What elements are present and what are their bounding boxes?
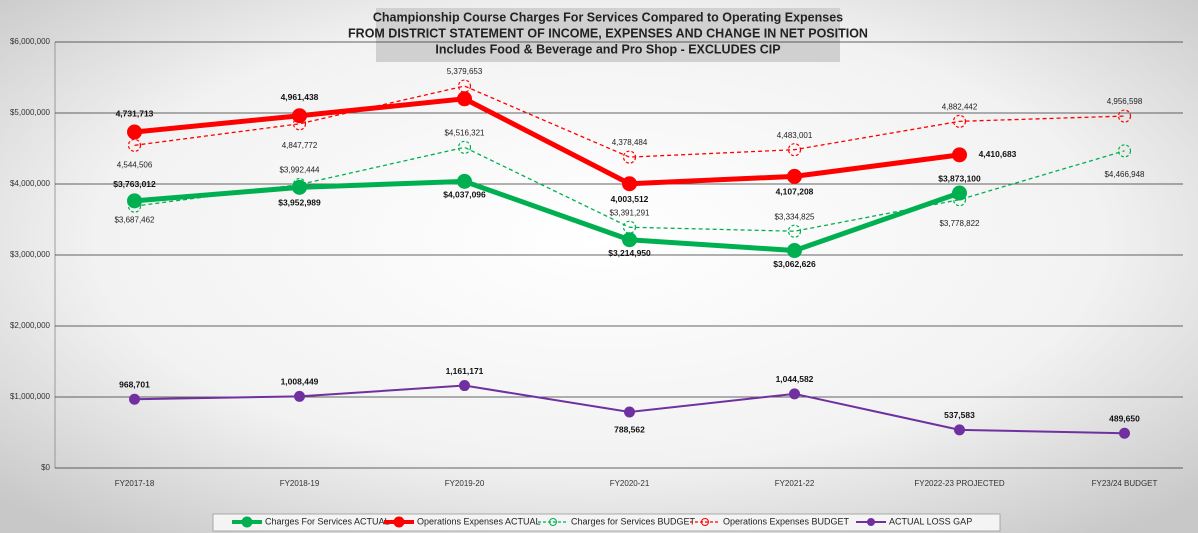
y-tick-label: $1,000,000: [10, 392, 51, 401]
x-tick-label: FY2017-18: [115, 479, 155, 488]
data-point: [1117, 109, 1132, 123]
chart-subtitle: FROM DISTRICT STATEMENT OF INCOME, EXPEN…: [348, 26, 868, 40]
data-label: $3,391,291: [609, 208, 650, 217]
data-label: 4,003,512: [611, 194, 649, 204]
x-tick-label: FY2020-21: [610, 479, 650, 488]
data-label: 1,044,582: [776, 374, 814, 384]
legend-marker: [549, 518, 557, 526]
data-point: [952, 185, 967, 201]
data-label: 4,483,001: [777, 131, 813, 140]
data-point: [457, 91, 472, 107]
data-point: [457, 79, 472, 93]
data-label: $4,466,948: [1104, 170, 1145, 179]
series-line: [134, 178, 961, 254]
data-point: [624, 406, 635, 418]
series-line: [134, 85, 1125, 158]
data-label: 4,847,772: [282, 141, 318, 150]
data-point: [787, 243, 802, 259]
data-label: 489,650: [1109, 413, 1140, 423]
data-label: 4,410,683: [979, 149, 1017, 159]
legend-label: ACTUAL LOSS GAP: [889, 516, 972, 526]
y-tick-label: $5,000,000: [10, 108, 51, 117]
chart-title: Championship Course Charges For Services…: [373, 10, 843, 24]
data-point: [294, 390, 305, 402]
legend-label: Operations Expenses ACTUAL: [417, 516, 541, 526]
legend-marker: [241, 516, 253, 528]
data-point: [954, 424, 965, 436]
data-point: [129, 393, 140, 405]
series-line: [134, 146, 1125, 232]
legend-marker: [393, 516, 405, 528]
data-label: 537,583: [944, 410, 975, 420]
data-point: [787, 224, 802, 238]
data-label: 4,882,442: [942, 102, 978, 111]
y-tick-label: $6,000,000: [10, 37, 51, 46]
data-label: 1,161,171: [446, 366, 484, 376]
y-tick-label: $4,000,000: [10, 179, 51, 188]
x-tick-label: FY2022-23 PROJECTED: [914, 479, 1004, 488]
data-label: $3,992,444: [279, 166, 320, 175]
data-point: [1119, 427, 1130, 439]
x-tick-label: FY2021-22: [775, 479, 815, 488]
data-label: 4,731,713: [116, 108, 154, 118]
legend-box: [212, 513, 1001, 532]
data-label: 4,378,484: [612, 138, 648, 147]
data-point: [127, 193, 142, 209]
data-label: 4,956,598: [1107, 97, 1143, 106]
data-point: [789, 388, 800, 400]
data-label: 788,562: [614, 424, 645, 434]
data-label: $3,062,626: [773, 259, 816, 269]
data-point: [622, 176, 637, 192]
y-tick-label: $2,000,000: [10, 321, 51, 330]
data-label: 4,544,506: [117, 160, 153, 169]
data-point: [952, 147, 967, 163]
y-tick-label: $0: [41, 463, 50, 472]
data-label: $3,214,950: [608, 248, 651, 258]
title-box: [376, 8, 840, 62]
x-tick-label: FY2018-19: [280, 479, 320, 488]
data-label: $4,037,096: [443, 190, 486, 200]
x-tick-label: FY2019-20: [445, 479, 485, 488]
data-label: $3,334,825: [774, 212, 815, 221]
chart-note: Includes Food & Beverage and Pro Shop - …: [435, 42, 780, 56]
data-label: 5,379,653: [447, 67, 483, 76]
data-point: [459, 380, 470, 392]
data-point: [127, 124, 142, 140]
data-point: [622, 150, 637, 164]
data-point: [952, 114, 967, 128]
data-point: [292, 108, 307, 124]
data-point: [292, 179, 307, 195]
series-line: [134, 96, 960, 187]
data-label: 4,107,208: [776, 187, 814, 197]
data-label: $3,778,822: [939, 219, 980, 228]
data-label: $3,952,989: [278, 198, 321, 208]
data-point: [787, 143, 802, 157]
data-point: [787, 168, 802, 184]
data-label: $3,687,462: [114, 215, 155, 224]
data-point: [1117, 144, 1132, 158]
legend-marker: [867, 518, 875, 526]
legend-label: Operations Expenses BUDGET: [723, 516, 850, 526]
data-label: 1,008,449: [281, 377, 319, 387]
legend-label: Charges for Services BUDGET: [571, 516, 696, 526]
y-tick-label: $3,000,000: [10, 250, 51, 259]
legend-label: Charges For Services ACTUAL: [265, 516, 390, 526]
data-label: 968,701: [119, 379, 150, 389]
legend-marker: [701, 518, 709, 526]
data-label: $3,873,100: [938, 173, 981, 183]
data-label: 4,961,438: [281, 92, 319, 102]
data-label: $4,516,321: [444, 128, 485, 137]
data-point: [622, 220, 637, 234]
x-tick-label: FY23/24 BUDGET: [1092, 479, 1158, 488]
data-point: [622, 232, 637, 248]
data-label: $3,763,012: [113, 179, 156, 189]
data-point: [457, 173, 472, 189]
data-point: [457, 140, 472, 154]
